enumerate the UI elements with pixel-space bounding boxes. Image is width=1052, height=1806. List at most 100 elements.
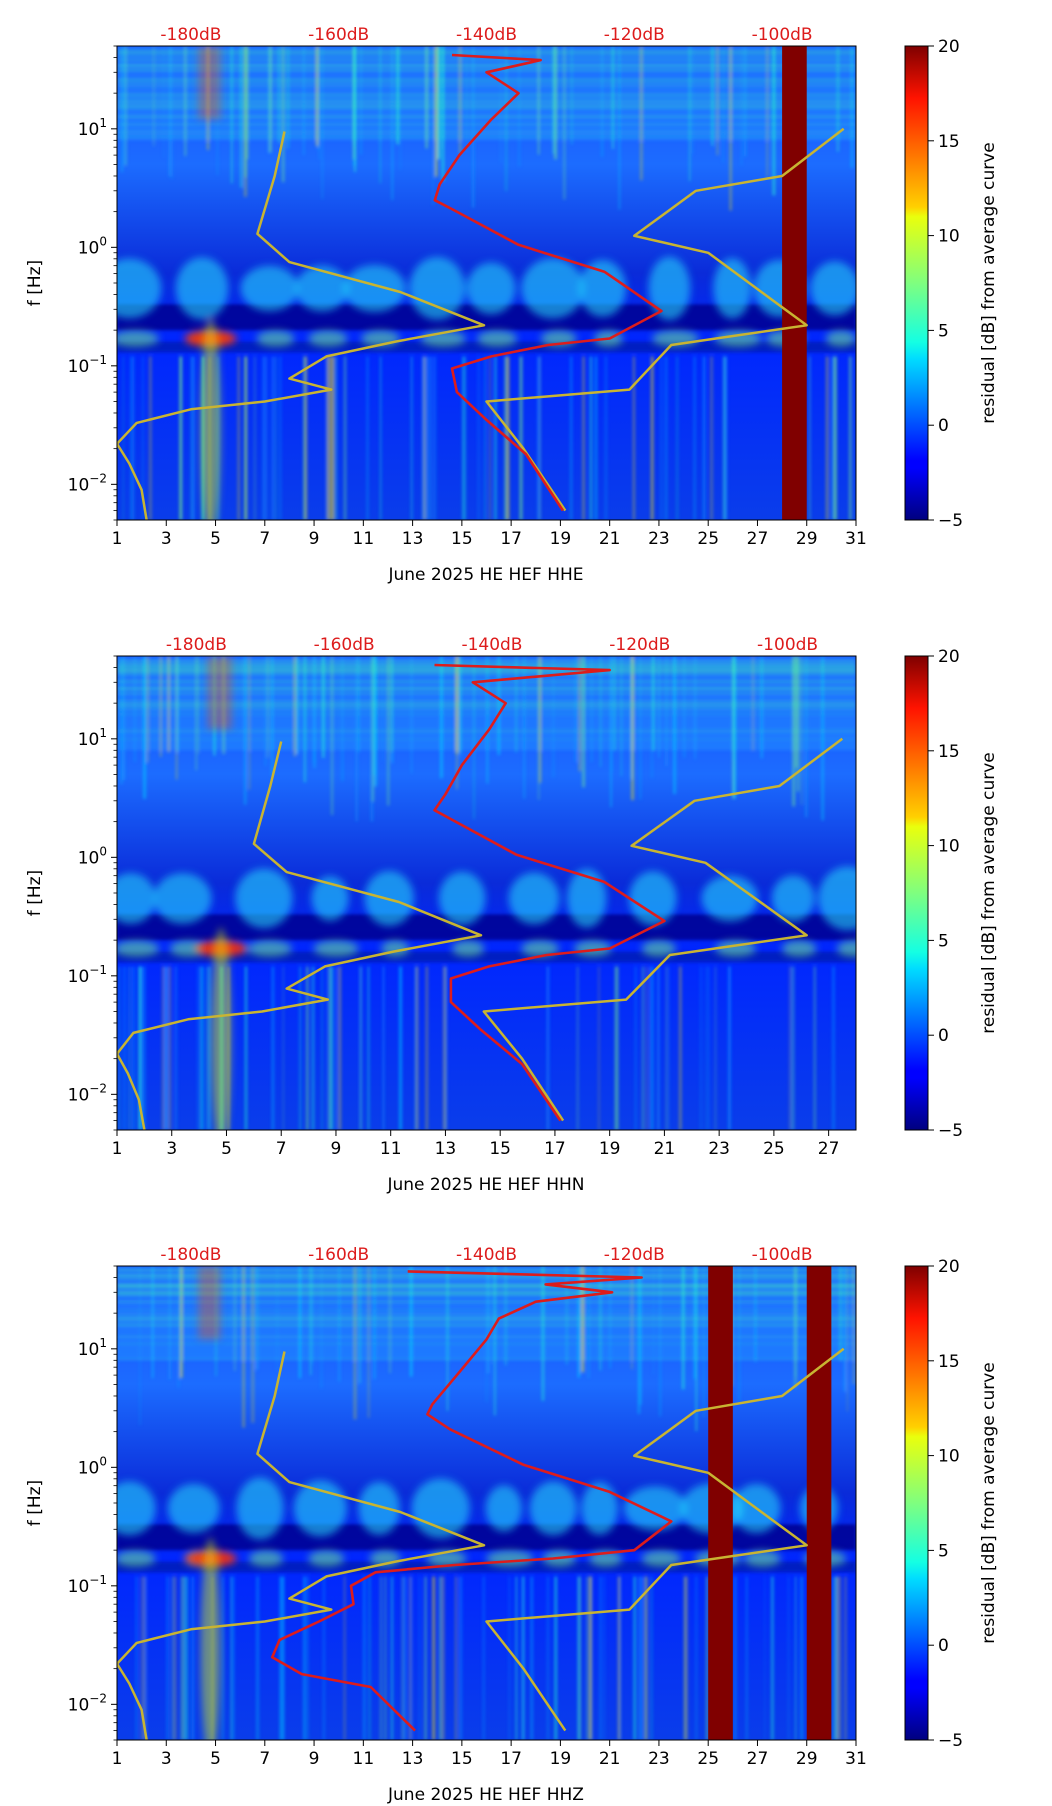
- x-tick-label: 13: [402, 529, 424, 549]
- y-tick-base: 10: [78, 848, 100, 868]
- average-psd-curve: [433, 663, 666, 1122]
- y-tick-exponent: 1: [99, 726, 107, 740]
- x-tick-label: 27: [747, 1749, 769, 1769]
- y-axis-title: f [Hz]: [25, 870, 45, 916]
- high-noise-model-curve: [482, 737, 844, 1122]
- y-tick-label: 101: [78, 726, 107, 750]
- y-tick-label: 100: [78, 1454, 107, 1478]
- x-tick-label: 3: [161, 529, 172, 549]
- x-tick-label: 25: [763, 1139, 785, 1159]
- top-db-label: -180dB: [160, 1245, 221, 1265]
- x-tick-label: 23: [648, 1749, 670, 1769]
- y-tick-exponent: 0: [99, 1454, 107, 1468]
- x-tick-label: 25: [697, 1749, 719, 1769]
- colorbar-tick-label: 5: [938, 321, 949, 341]
- x-tick-label: 31: [845, 1749, 867, 1769]
- y-tick-base: 10: [78, 120, 100, 140]
- missing-data-column: [708, 1266, 733, 1740]
- y-tick-exponent: −2: [89, 471, 107, 485]
- x-axis-title: June 2025 HE HEF HHE: [387, 565, 583, 585]
- y-tick-base: 10: [78, 238, 100, 258]
- x-tick-label: 15: [451, 529, 473, 549]
- colorbar-tick-label: 15: [938, 742, 960, 762]
- top-db-label: -180dB: [166, 635, 227, 655]
- low-noise-model-curve: [117, 741, 483, 1130]
- x-tick-label: 3: [161, 1749, 172, 1769]
- y-tick-exponent: 1: [99, 116, 107, 130]
- y-tick-label: 101: [78, 1336, 107, 1360]
- high-noise-model-curve: [485, 1347, 845, 1732]
- y-tick-base: 10: [78, 1340, 100, 1360]
- colorbar-tick-label: 15: [938, 132, 960, 152]
- x-tick-label: 11: [380, 1139, 402, 1159]
- top-db-label: -100dB: [757, 635, 818, 655]
- top-db-label: -160dB: [308, 1245, 369, 1265]
- y-axis-title: f [Hz]: [25, 260, 45, 306]
- y-tick-label: 10−2: [68, 471, 107, 495]
- x-tick-label: 17: [544, 1139, 566, 1159]
- x-tick-label: 1: [112, 1749, 123, 1769]
- colorbar-tick-label: 0: [938, 1026, 949, 1046]
- top-db-label: -140dB: [456, 25, 517, 45]
- top-db-label: -160dB: [314, 635, 375, 655]
- colorbar-tick-label: 10: [938, 837, 960, 857]
- y-tick-label: 100: [78, 844, 107, 868]
- x-axis-title: June 2025 HE HEF HHN: [386, 1175, 584, 1195]
- y-tick-base: 10: [78, 730, 100, 750]
- x-tick-label: 5: [210, 529, 221, 549]
- colorbar-tick-label: −5: [938, 511, 963, 531]
- top-db-label: -100dB: [752, 1245, 813, 1265]
- missing-data-column: [782, 46, 807, 520]
- x-tick-label: 27: [818, 1139, 840, 1159]
- x-tick-label: 19: [599, 1139, 621, 1159]
- x-tick-label: 1: [112, 1139, 123, 1159]
- x-tick-label: 23: [648, 529, 670, 549]
- y-tick-exponent: −1: [89, 1573, 107, 1587]
- y-tick-label: 10−2: [68, 1081, 107, 1105]
- colorbar-gradient: [904, 45, 929, 521]
- x-tick-label: 13: [435, 1139, 457, 1159]
- x-tick-label: 5: [221, 1139, 232, 1159]
- x-tick-label: 29: [796, 529, 818, 549]
- spectrogram-heatmap: [117, 656, 856, 1130]
- low-noise-model-curve: [117, 131, 486, 520]
- y-tick-label: 101: [78, 116, 107, 140]
- y-tick-base: 10: [78, 1458, 100, 1478]
- colorbar-gradient: [904, 655, 929, 1131]
- y-tick-label: 10−1: [68, 963, 107, 987]
- x-tick-label: 15: [489, 1139, 511, 1159]
- top-db-label: -120dB: [604, 1245, 665, 1265]
- x-tick-label: 3: [166, 1139, 177, 1159]
- y-axis-title: f [Hz]: [25, 1480, 45, 1526]
- x-axis-title: June 2025 HE HEF HHZ: [387, 1785, 584, 1805]
- top-db-label: -160dB: [308, 25, 369, 45]
- x-tick-label: 9: [309, 1749, 320, 1769]
- x-tick-label: 7: [276, 1139, 287, 1159]
- x-tick-label: 27: [747, 529, 769, 549]
- average-psd-curve: [270, 1270, 673, 1732]
- colorbar-tick-label: 20: [938, 37, 960, 57]
- spectrogram-panel-hhz: 1 3 5 7 9 11 13 15 17 19 21 23 25 27 29 31 10110010−110…: [25, 1245, 999, 1805]
- x-tick-label: 1: [112, 529, 123, 549]
- colorbar-title: residual [dB] from average curve: [979, 752, 999, 1033]
- spectrogram-panel-hhe: 1 3 5 7 9 11 13 15 17 19 21 23 25 27 29 31 10110010−110…: [25, 25, 999, 585]
- y-tick-base: 10: [68, 1085, 90, 1105]
- x-tick-label: 21: [599, 1749, 621, 1769]
- colorbar-title: residual [dB] from average curve: [979, 1362, 999, 1643]
- colorbar-tick-label: 5: [938, 931, 949, 951]
- x-tick-label: 19: [550, 1749, 572, 1769]
- y-tick-exponent: −2: [89, 1691, 107, 1705]
- low-noise-model-curve: [117, 1351, 486, 1740]
- top-db-label: -140dB: [456, 1245, 517, 1265]
- x-tick-label: 15: [451, 1749, 473, 1769]
- y-tick-base: 10: [68, 357, 90, 377]
- y-tick-label: 10−2: [68, 1691, 107, 1715]
- top-db-label: -180dB: [160, 25, 221, 45]
- top-db-label: -120dB: [609, 635, 670, 655]
- colorbar-title: residual [dB] from average curve: [979, 142, 999, 423]
- y-tick-exponent: 1: [99, 1336, 107, 1350]
- y-tick-label: 10−1: [68, 1573, 107, 1597]
- x-tick-label: 29: [796, 1749, 818, 1769]
